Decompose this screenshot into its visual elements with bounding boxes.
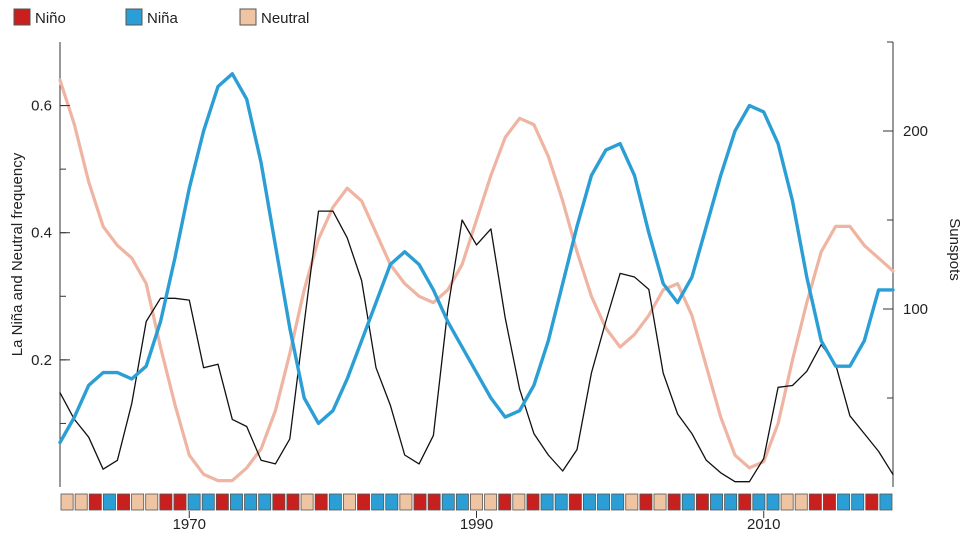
enso-phase-strip [60,493,893,511]
enso-cell [582,493,596,511]
enso-cell [625,493,639,511]
enso-cell [597,493,611,511]
plot-frame [59,42,894,487]
enso-cell [667,493,681,511]
series-line-sunspots [59,210,894,483]
enso-cell [300,493,314,511]
enso-cell [837,493,851,511]
legend-label: Neutral [261,10,309,27]
enso-cell [187,493,201,511]
enso-cell [399,493,413,511]
enso-cell [470,493,483,511]
enso-cell [766,493,780,511]
enso-cell [780,493,794,511]
enso-cell [131,493,145,511]
legend-swatch [13,8,31,26]
enso-cell [328,493,342,511]
x-tick-label: 1970 [173,516,206,533]
enso-cell [653,493,667,511]
enso-cell [568,493,582,511]
series-layer [58,72,895,483]
enso-cell [371,493,385,511]
enso-cell [794,493,808,511]
enso-cell [342,493,356,511]
enso-cell [512,493,526,511]
enso-cell [484,493,498,511]
enso-cell [159,493,173,511]
enso-cell [145,493,159,511]
enso-cell [102,493,116,511]
enso-cell [272,493,286,511]
axes-layer: 0.2 0.4 0.6 100 200 La Niña and Neutral frequ… [9,41,963,533]
legend: Niño Niña Neutral [13,8,309,27]
enso-cell [808,493,822,511]
enso-cell [173,493,187,511]
enso-cell [752,493,766,511]
series-line-nina [58,72,895,445]
enso-cell [526,493,540,511]
enso-cell [60,493,74,511]
left-tick-label: 0.6 [31,98,52,115]
enso-cell [441,493,455,511]
enso-cell [88,493,102,511]
enso-cell [258,493,272,511]
enso-cell [554,493,568,511]
enso-cell [710,493,723,511]
legend-swatch [239,8,257,26]
series-line-neutral [58,78,895,483]
right-tick-label: 200 [903,123,928,140]
enso-cell [498,493,512,511]
x-tick-label: 1990 [460,516,493,533]
enso-cell [385,493,399,511]
right-tick-label: 100 [903,301,928,318]
enso-cell [357,493,371,511]
enso-cell [865,493,879,511]
enso-cell [738,493,752,511]
enso-cell [314,493,328,511]
enso-cell [413,493,427,511]
enso-cell [74,493,88,511]
enso-cell [540,493,554,511]
legend-swatch [125,8,143,26]
enso-cell [244,493,258,511]
enso-cell [201,493,215,511]
enso-cell [117,493,130,511]
enso-cell [823,493,836,511]
enso-cell [215,493,229,511]
left-tick-label: 0.2 [31,352,52,369]
enso-cell [681,493,695,511]
left-tick-label: 0.4 [31,225,52,242]
x-tick-label: 2010 [747,516,780,533]
y-right-axis-title: Sunspots [946,218,963,281]
legend-label: Niño [35,10,66,27]
enso-cell [455,493,469,511]
enso-cell [286,493,300,511]
enso-cell [724,493,738,511]
enso-cell [611,493,625,511]
enso-cell [695,493,709,511]
legend-label: Niña [147,10,179,27]
enso-cell [230,493,243,511]
enso-cell [427,493,441,511]
enso-cell [851,493,865,511]
enso-cell [879,493,893,511]
y-left-axis-title: La Niña and Neutral frequency [9,152,26,356]
enso-cell [639,493,653,511]
